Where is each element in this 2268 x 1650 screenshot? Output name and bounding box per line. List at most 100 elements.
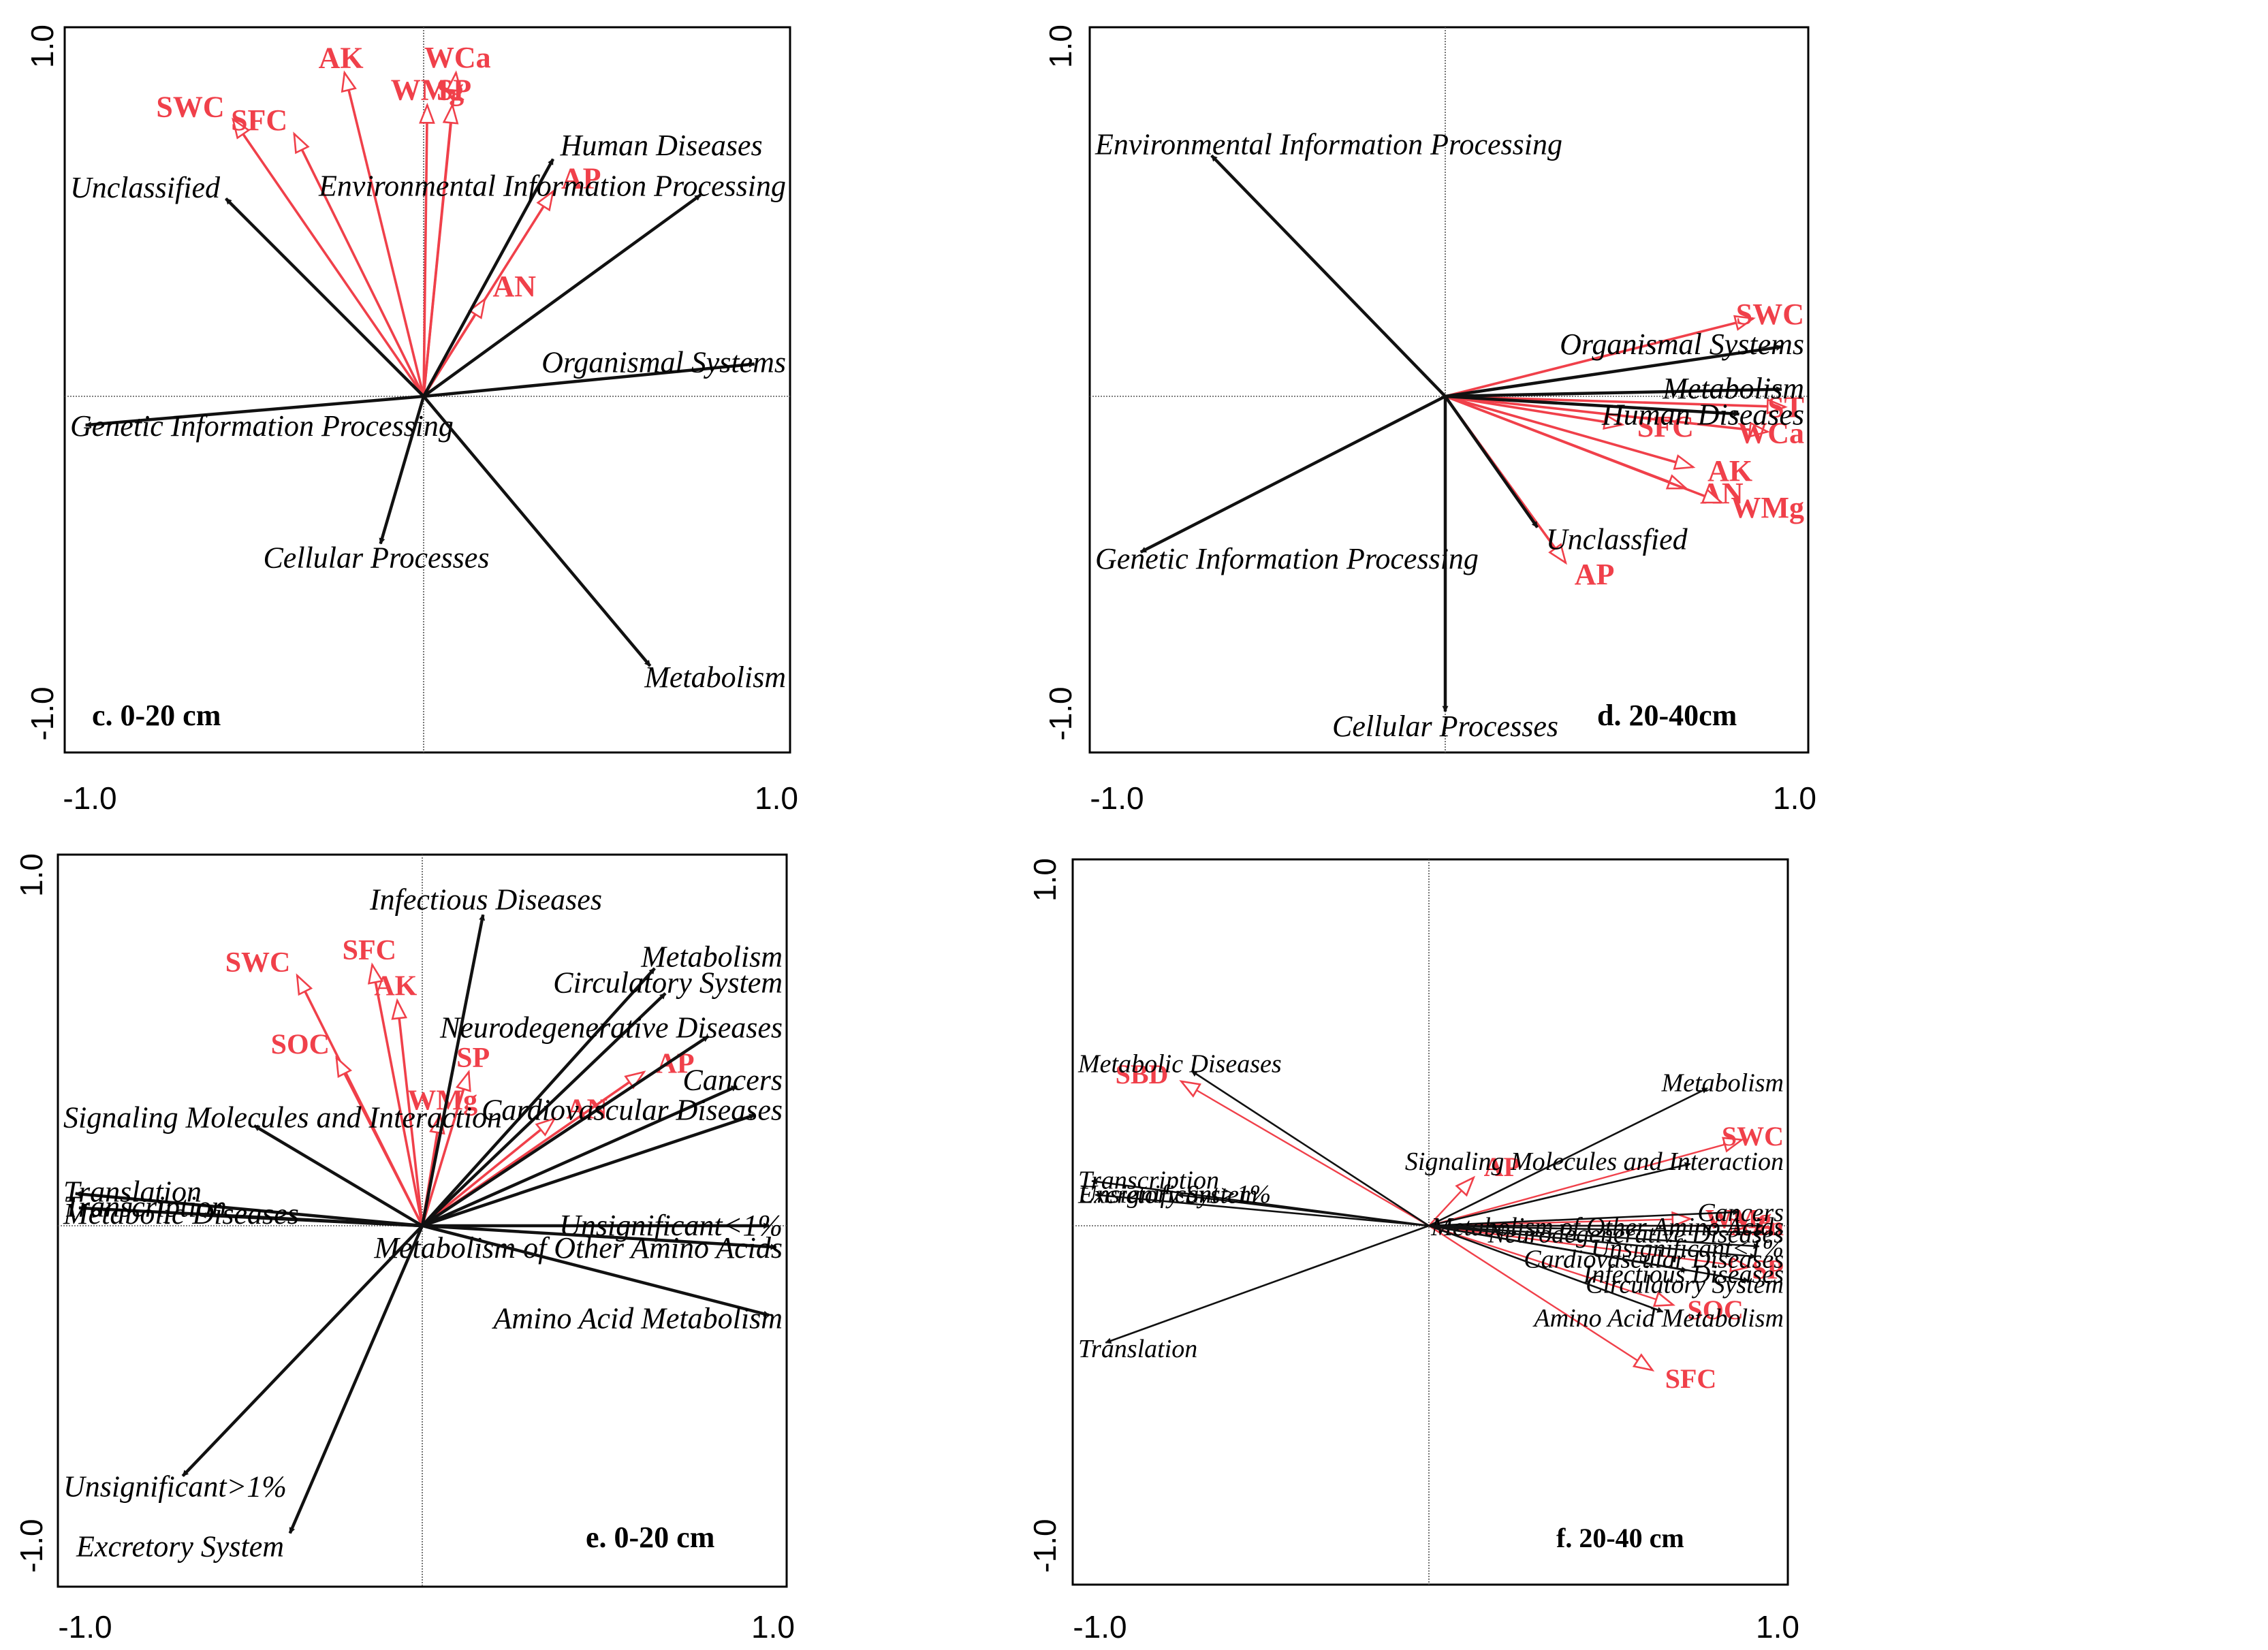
panel-c-env-label-wca: WCa [424,41,491,74]
panel-c-label-environmental-information-processing: Environmental Information Processing [318,169,786,202]
panel-c-env-head-ak [341,70,357,93]
panel-d-arrow-unclassfied [1444,395,1539,528]
panel-f-env-arrow-sfc [1428,1224,1653,1371]
panel-c-arrow-organismal-systems [423,361,755,398]
panel-f-arrow-unsignificantgt1pct [1177,1192,1430,1227]
panel-d-env-label-swc: SWC [1736,298,1804,331]
panel-c-env-label-ak: AK [319,41,364,74]
panel-c-arrow-human-diseases [422,158,555,398]
panel-c-arrow-unclassified [225,197,425,398]
panel-f-env-arrow-sp [1428,1224,1749,1268]
panel-f-label-amino-acid-metabolism: Amino Acid Metabolism [1532,1304,1784,1333]
panel-d-x-tick-min: -1.0 [1090,780,1144,816]
panel-d-arrow-human-diseases [1445,394,1740,417]
panel-e-env-label-swc: SWC [225,947,291,979]
panel-e-label-metabolic-diseases: Metabolic Diseases [63,1197,299,1231]
panel-f-env-label-sfc: SFC [1665,1363,1717,1394]
panel-c-arrow-environmental-information-processing [422,193,702,398]
panel-e-env-label-sp: SP [456,1043,490,1074]
panel-f-arrow-amino-acid-metabolism [1428,1224,1664,1313]
panel-e-env-head-sfc [367,962,384,985]
panel-e-env-head-swc [296,973,313,996]
panel-e-label-metabolism: Metabolism [640,940,783,974]
panel-d-arrow-genetic-information-processing [1139,394,1447,554]
panel-e-env-label-sfc: SFC [343,935,396,966]
panel-f-x-tick-min: -1.0 [1073,1609,1127,1645]
panel-f-y-tick-min: -1.0 [1027,1519,1062,1572]
panel-f-env-head-ap [1455,1175,1476,1197]
panel-e-arrow-signaling-molecules-and-interaction [253,1124,424,1227]
panel-e-label-transcription: Transcription [63,1190,227,1224]
panel-e-x-tick-min: -1.0 [58,1609,112,1645]
panel-e-arrow-metabolism-of-other-amino-acids [422,1224,777,1250]
panel-f-arrow-excretory-system [1094,1192,1430,1227]
panel-d-x-tick-max: 1.0 [1773,780,1816,816]
panel-f-env-head-swc [1722,1137,1745,1153]
panel-e-label-infectious-diseases: Infectious Diseases [369,883,602,917]
panel-e-env-label-ak: AK [374,970,417,1002]
panel-e-label-cardiovascular-diseases: Cardiovascular Diseases [482,1093,783,1126]
panel-d-frame [1088,26,1810,754]
panel-c-env-label-swc: SWC [156,90,224,123]
panel-f-env-arrow-sbd [1180,1080,1430,1227]
panel-f-label-signaling-molecules-and-interaction: Signaling Molecules and Interaction [1405,1147,1784,1176]
panel-c-env-head-wca [445,70,462,93]
panel-d-y-tick-min: -1.0 [1043,686,1078,740]
panel-d-label-human-diseases: Human Diseases [1601,398,1804,431]
panel-d-env-label-sfc: SFC [1637,410,1694,443]
panel-f-label-excretory-system: Excretory System [1077,1181,1257,1209]
panel-d-env-arrow-sfc [1445,395,1623,426]
panel-e-env-arrow-an [421,1117,556,1227]
panel-e-arrow-cancers [422,1085,738,1228]
panel-d-env-arrow-swc [1445,317,1754,398]
panel-e-env-head-an [535,1117,557,1137]
panel-c-env-arrow-sfc [293,133,425,397]
panel-c-label-genetic-information-processing: Genetic Information Processing [70,409,454,443]
panel-c-y-tick-max: 1.0 [25,25,60,68]
panel-e-biplot: SWC SFC AK SOC SP WMg AP AN Infectious Diseases M… [14,853,795,1645]
panel-d-env-head-wca [1748,422,1770,438]
panel-c-env-head-sp [442,102,459,125]
panel-d-label-cellular-processes: Cellular Processes [1332,710,1558,743]
panel-f-env-label-sbd: SBD [1116,1059,1169,1090]
panel-e-arrow-excretory-system [288,1225,424,1534]
panel-f-arrow-cancers [1428,1209,1739,1227]
panel-f-env-label-sp: SP [1752,1254,1784,1284]
panel-c-env-head-sfc [293,131,310,155]
panel-c-y-tick-min: -1.0 [25,686,60,740]
panel-c-env-label-an: AN [492,270,536,303]
panel-d-env-label-ap: AP [1575,558,1615,591]
panel-f-y-tick-max: 1.0 [1027,858,1062,902]
panel-e-env-head-soc [335,1056,353,1078]
panel-e-y-tick-min: -1.0 [14,1519,49,1572]
panel-f-arrow-infectious-diseases [1428,1224,1688,1273]
panel-e-env-arrow-sfc [371,964,424,1226]
panel-d-axes [1090,27,1808,752]
panel-e-label-amino-acid-metabolism: Amino Acid Metabolism [492,1302,783,1335]
panel-d-env-arrow-st [1445,395,1786,409]
panel-f-arrow-metabolism [1428,1087,1708,1227]
panel-f-arrow-cardiovascular-diseases [1428,1224,1757,1260]
panel-d-env-arrow-wca [1445,395,1768,433]
panel-d-env-arrow-ak [1445,395,1694,469]
panel-d-arrow-environmental-information-processing [1210,154,1447,398]
panel-e-label-cancers: Cancers [682,1063,783,1096]
panel-d-env-label-wmg: WMg [1731,491,1804,524]
panel-e-label-metabolism-of-other-amino-acids: Metabolism of Other Amino Acids [373,1231,783,1265]
panel-e-env-head-ak [391,998,408,1020]
panel-e-env-head-sp [455,1069,471,1092]
panel-c-env-arrow-wmg [422,105,429,397]
panel-f-label: f. 20-40 cm [1556,1523,1684,1553]
panel-d-env-label-ak: AK [1707,454,1752,488]
panel-c-env-arrow-ak [343,72,425,397]
panel-f-env-head-sp [1729,1256,1752,1273]
panel-e-env-label-wmg: WMg [407,1085,477,1117]
panel-c-arrow-genetic-information-processing [84,394,424,428]
panel-e-env-head-ap [624,1070,646,1090]
panel-e-arrow-amino-acid-metabolism [422,1224,770,1317]
panel-f-label-transcription: Transcription [1078,1166,1219,1194]
